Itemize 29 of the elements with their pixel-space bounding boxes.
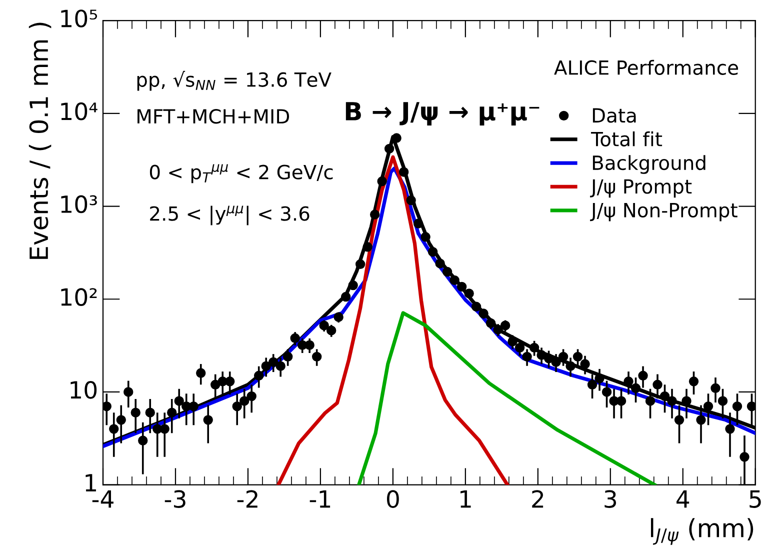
y-tick-label: 10⁴ bbox=[61, 102, 98, 120]
y-tick-label: 10³ bbox=[61, 195, 97, 214]
legend-label: J/ψ Non-Prompt bbox=[590, 203, 738, 222]
x-tick-label: 3 bbox=[604, 490, 616, 508]
legend-label: Background bbox=[592, 155, 706, 174]
annotation: B → J/ψ → μ⁺μ⁻ bbox=[346, 102, 540, 126]
annotation: ALICE Performance bbox=[554, 60, 738, 75]
annotation: 0 < p$_{T}$$^{μμ}$ < 2 GeV/c bbox=[150, 164, 333, 184]
x-axis-title: l$_{J/ψ}$ (mm) bbox=[650, 518, 754, 545]
x-tick-label: 0 bbox=[386, 490, 399, 508]
legend-label: Total fit bbox=[590, 131, 662, 146]
x-tick-label: 4 bbox=[676, 490, 690, 508]
y-tick-label: 10 bbox=[70, 380, 97, 399]
x-tick-label: -4 bbox=[92, 490, 114, 508]
annotation: MFT+MCH+MID bbox=[138, 109, 290, 124]
annotation: 2.5 < |y$^{μμ}$| < 3.6 bbox=[150, 206, 310, 226]
legend-label: Data bbox=[592, 108, 636, 123]
annotation: pp, √s$_{NN}$ = 13.6 TeV bbox=[137, 70, 332, 91]
x-tick-label: 1 bbox=[460, 490, 471, 508]
x-tick-label: -3 bbox=[164, 490, 186, 508]
x-tick-label: 5 bbox=[750, 490, 761, 508]
legend-label: J/ψ Prompt bbox=[590, 179, 692, 198]
x-tick-label: 2 bbox=[532, 490, 544, 508]
y-tick-label: 10² bbox=[61, 288, 97, 306]
y-tick-label: 10⁵ bbox=[61, 10, 98, 28]
x-tick-label: -1 bbox=[310, 490, 330, 508]
x-tick-label: -2 bbox=[237, 490, 258, 508]
y-tick-label: 1 bbox=[86, 474, 96, 492]
y-axis-title: Events / ( 0.1 mm ) bbox=[28, 22, 52, 259]
